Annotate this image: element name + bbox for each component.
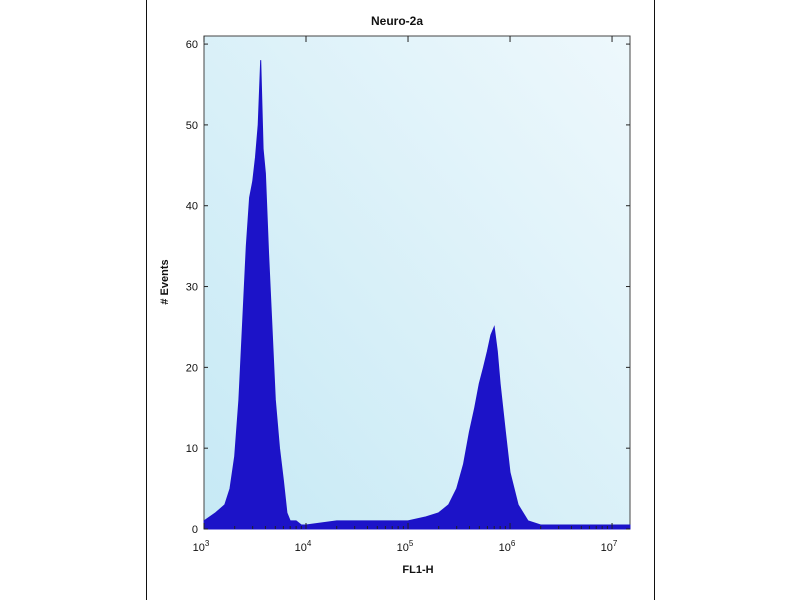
y-tick-label: 0 bbox=[192, 524, 198, 536]
x-tick-label: 103 bbox=[193, 539, 210, 554]
y-tick-label: 50 bbox=[186, 120, 198, 132]
y-axis-label: # Events bbox=[159, 259, 171, 304]
x-tick-label: 104 bbox=[295, 539, 312, 554]
chart-title: Neuro-2a bbox=[371, 14, 423, 28]
x-tick-label: 106 bbox=[499, 539, 516, 554]
y-tick-label: 20 bbox=[186, 362, 198, 374]
y-tick-label: 30 bbox=[186, 282, 198, 294]
y-tick-label: 10 bbox=[186, 443, 198, 455]
y-tick-label: 60 bbox=[186, 39, 198, 51]
y-tick-label: 40 bbox=[186, 201, 198, 213]
x-tick-label: 107 bbox=[601, 539, 618, 554]
x-axis-label: FL1-H bbox=[402, 564, 433, 576]
histogram-area bbox=[203, 60, 631, 530]
figure-frame bbox=[146, 0, 655, 600]
x-tick-label: 105 bbox=[397, 539, 414, 554]
